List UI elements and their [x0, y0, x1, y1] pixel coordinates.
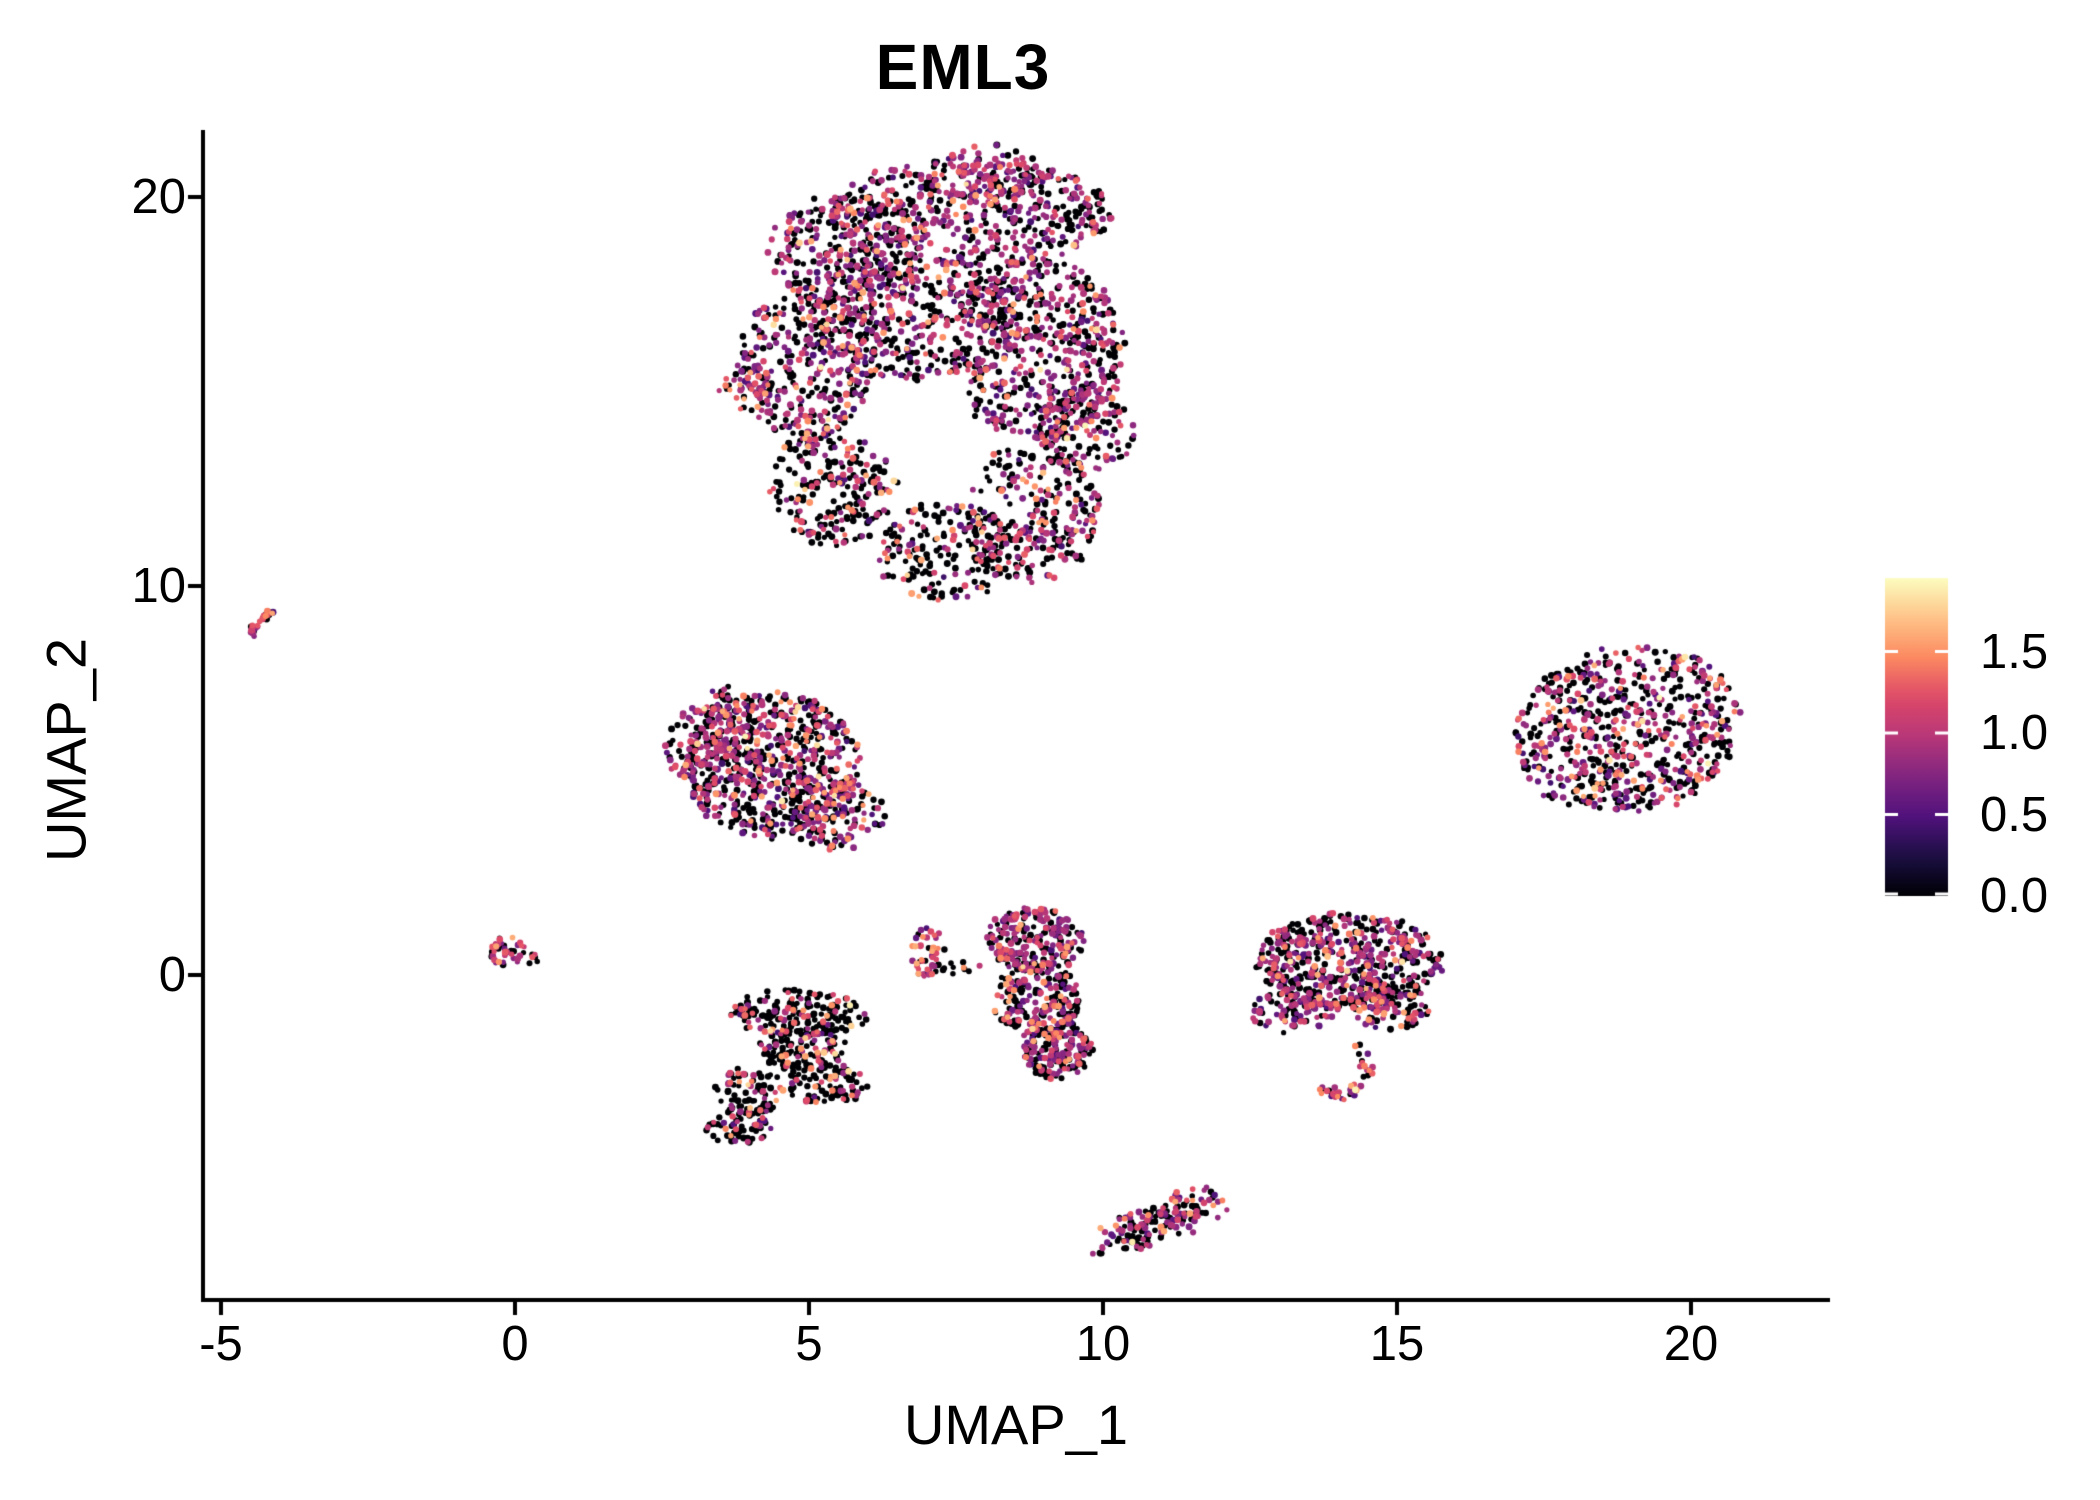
- x-tick-label-20: 20: [1663, 1317, 1719, 1371]
- y-tick-label-10: 10: [131, 559, 186, 613]
- y-tick-label-0: 0: [158, 948, 186, 1002]
- x-axis-label: UMAP_1: [903, 1393, 1129, 1456]
- x-tick-label--5: -5: [199, 1317, 243, 1371]
- y-tick-label-20: 20: [131, 170, 186, 224]
- plot-title: EML3: [875, 31, 1051, 103]
- x-tick-label-15: 15: [1369, 1317, 1425, 1371]
- legend-tick-label-1.5: 1.5: [1980, 624, 2049, 679]
- y-axis-label: UMAP_2: [34, 637, 98, 863]
- legend-tick-label-0.0: 0.0: [1980, 869, 2049, 923]
- legend-tick-label-0.5: 0.5: [1980, 787, 2049, 842]
- x-tick-label-10: 10: [1075, 1317, 1131, 1371]
- legend-tick-label-1.0: 1.0: [1980, 706, 2049, 760]
- x-tick-label-0: 0: [501, 1317, 529, 1371]
- x-tick-label-5: 5: [795, 1317, 823, 1371]
